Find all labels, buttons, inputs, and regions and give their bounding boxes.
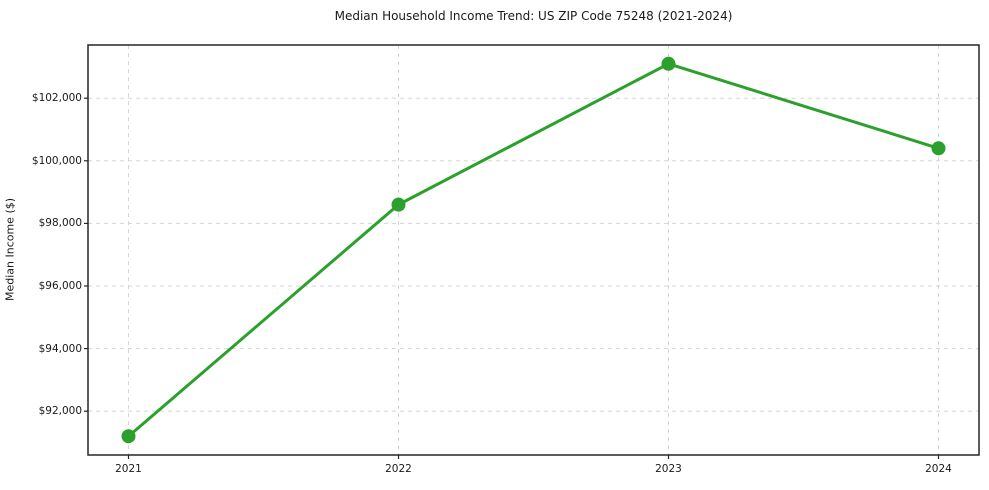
y-tick-label-94000: $94,000 (38, 342, 82, 355)
y-tick-label-96000: $96,000 (38, 279, 82, 292)
data-point-2023 (661, 56, 676, 71)
y-tick-label-102000: $102,000 (31, 92, 82, 105)
x-tick-label-2021: 2021 (115, 463, 142, 475)
y-tick-label-100000: $100,000 (31, 154, 82, 167)
x-tick-label-2024: 2024 (925, 463, 952, 475)
x-tick-label-2023: 2023 (655, 463, 682, 475)
x-tick-label-2022: 2022 (385, 463, 412, 475)
chart-title: Median Household Income Trend: US ZIP Co… (334, 9, 733, 23)
data-point-2021 (121, 429, 136, 444)
y-tick-label-98000: $98,000 (38, 217, 82, 230)
data-point-2024 (931, 141, 946, 156)
data-point-2022 (391, 197, 406, 212)
y-tick-label-92000: $92,000 (38, 405, 82, 418)
trend-line (127, 62, 940, 438)
axes-frame (87, 44, 980, 456)
